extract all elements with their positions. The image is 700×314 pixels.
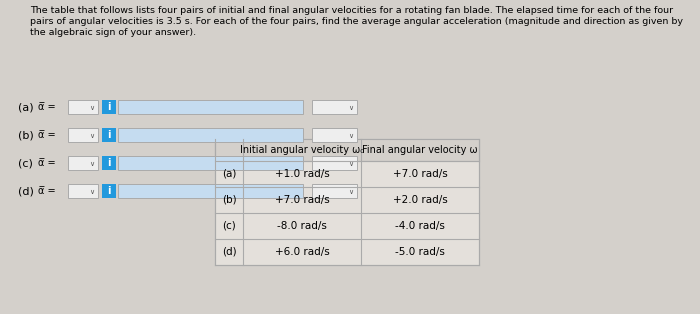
Text: +7.0 rad/s: +7.0 rad/s	[274, 195, 330, 205]
Bar	[68, 184, 98, 198]
Text: ∨: ∨	[349, 133, 354, 139]
Bar	[118, 100, 303, 114]
Text: The table that follows lists four pairs of initial and final angular velocities : The table that follows lists four pairs …	[30, 6, 673, 15]
Text: Initial angular velocity ω₀: Initial angular velocity ω₀	[240, 145, 364, 155]
Text: (a): (a)	[18, 102, 34, 112]
Text: α̅ =: α̅ =	[38, 102, 55, 112]
Text: ∨: ∨	[349, 161, 354, 167]
Text: ∨: ∨	[90, 189, 95, 195]
Text: (a): (a)	[222, 169, 236, 179]
Text: pairs of angular velocities is 3.5 s. For each of the four pairs, find the avera: pairs of angular velocities is 3.5 s. Fo…	[30, 17, 683, 26]
Text: (b): (b)	[18, 130, 34, 140]
Text: (b): (b)	[222, 195, 237, 205]
Text: +2.0 rad/s: +2.0 rad/s	[393, 195, 447, 205]
Text: -4.0 rad/s: -4.0 rad/s	[395, 221, 445, 231]
Bar	[312, 184, 357, 198]
Text: ∨: ∨	[90, 133, 95, 139]
Bar	[68, 100, 98, 114]
Bar	[312, 156, 357, 170]
Text: α̅ =: α̅ =	[38, 158, 55, 168]
Text: -5.0 rad/s: -5.0 rad/s	[395, 247, 445, 257]
Bar	[118, 156, 303, 170]
Text: (d): (d)	[18, 186, 34, 196]
Text: +6.0 rad/s: +6.0 rad/s	[274, 247, 330, 257]
Text: ∨: ∨	[90, 105, 95, 111]
Text: +1.0 rad/s: +1.0 rad/s	[274, 169, 330, 179]
Text: ∨: ∨	[349, 189, 354, 195]
Text: (d): (d)	[222, 247, 237, 257]
Text: the algebraic sign of your answer).: the algebraic sign of your answer).	[30, 28, 196, 37]
Text: α̅ =: α̅ =	[38, 130, 55, 140]
Bar	[118, 184, 303, 198]
Bar	[102, 128, 116, 142]
Text: i: i	[107, 130, 111, 140]
Text: (c): (c)	[18, 158, 33, 168]
Bar	[118, 128, 303, 142]
Text: ∨: ∨	[349, 105, 354, 111]
Bar	[102, 100, 116, 114]
Text: i: i	[107, 158, 111, 168]
Text: i: i	[107, 102, 111, 112]
Text: (c): (c)	[222, 221, 236, 231]
Text: α̅ =: α̅ =	[38, 186, 55, 196]
Text: i: i	[107, 186, 111, 196]
Bar	[68, 128, 98, 142]
Bar	[312, 100, 357, 114]
Text: +7.0 rad/s: +7.0 rad/s	[393, 169, 447, 179]
Bar	[68, 156, 98, 170]
Bar	[102, 156, 116, 170]
Bar	[312, 128, 357, 142]
Text: -8.0 rad/s: -8.0 rad/s	[277, 221, 327, 231]
Text: ∨: ∨	[90, 161, 95, 167]
Bar	[215, 139, 479, 265]
Text: Final angular velocity ω: Final angular velocity ω	[362, 145, 478, 155]
Bar	[102, 184, 116, 198]
Bar	[215, 139, 479, 161]
